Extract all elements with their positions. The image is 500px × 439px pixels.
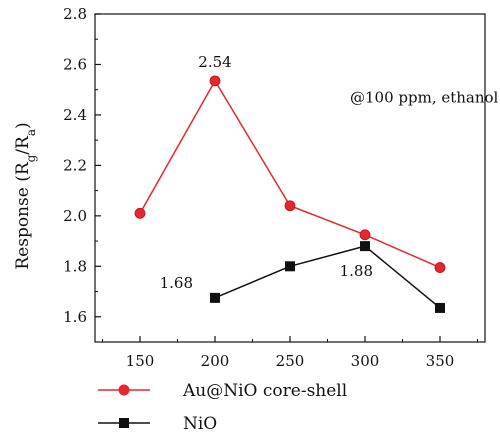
data-point-square xyxy=(360,241,370,252)
data-annotation: 1.68 xyxy=(160,274,193,292)
series-layer xyxy=(134,75,446,313)
data-point-circle xyxy=(359,229,371,241)
legend-label-nio: NiO xyxy=(183,414,217,434)
y-axis-ticks: 1.6 1.8 2.0 2.2 2.4 2.6 2.8 xyxy=(63,5,101,343)
legend-label-au-nio: Au@NiO core-shell xyxy=(182,381,347,401)
series-line-0 xyxy=(139,79,441,269)
data-point-square xyxy=(285,261,295,272)
annotations-layer: 2.54 1.68 1.88 @100 ppm, ethanol xyxy=(160,53,499,292)
data-point-circle xyxy=(209,75,221,87)
legend-marker-nio xyxy=(119,418,129,428)
legend-marker-au-nio xyxy=(118,384,130,396)
y-tick-label: 2.4 xyxy=(63,106,87,124)
x-tick-label: 200 xyxy=(201,352,230,370)
data-point-square xyxy=(435,302,445,313)
y-tick-label: 2.8 xyxy=(63,5,87,23)
data-point-circle xyxy=(434,262,446,273)
chart-axes xyxy=(94,13,486,343)
y-tick-label: 1.8 xyxy=(63,257,87,275)
x-tick-label: 250 xyxy=(276,352,305,370)
x-tick-label: 300 xyxy=(351,352,380,370)
y-tick-label: 2.2 xyxy=(63,156,87,174)
data-point-circle xyxy=(284,200,296,212)
plot-frame xyxy=(94,13,486,343)
y-tick-label: 2.0 xyxy=(63,207,87,225)
data-annotation: 1.88 xyxy=(340,262,373,280)
legend: Au@NiO core-shell NiO xyxy=(98,381,347,434)
legend-item-nio: NiO xyxy=(98,414,217,434)
data-annotation: @100 ppm, ethanol xyxy=(350,88,499,106)
data-point-circle xyxy=(134,207,146,219)
legend-item-au-nio: Au@NiO core-shell xyxy=(98,381,347,401)
data-annotation: 2.54 xyxy=(198,53,231,71)
y-axis-label: Response (Rg/Ra) xyxy=(13,122,38,269)
series-line-1 xyxy=(214,245,441,309)
x-tick-label: 350 xyxy=(426,352,455,370)
x-tick-label: 150 xyxy=(126,352,155,370)
y-tick-label: 1.6 xyxy=(63,308,87,326)
data-point-square xyxy=(210,292,220,303)
y-tick-label: 2.6 xyxy=(63,55,87,73)
x-axis-ticks: 150 200 250 300 350 xyxy=(102,336,478,370)
